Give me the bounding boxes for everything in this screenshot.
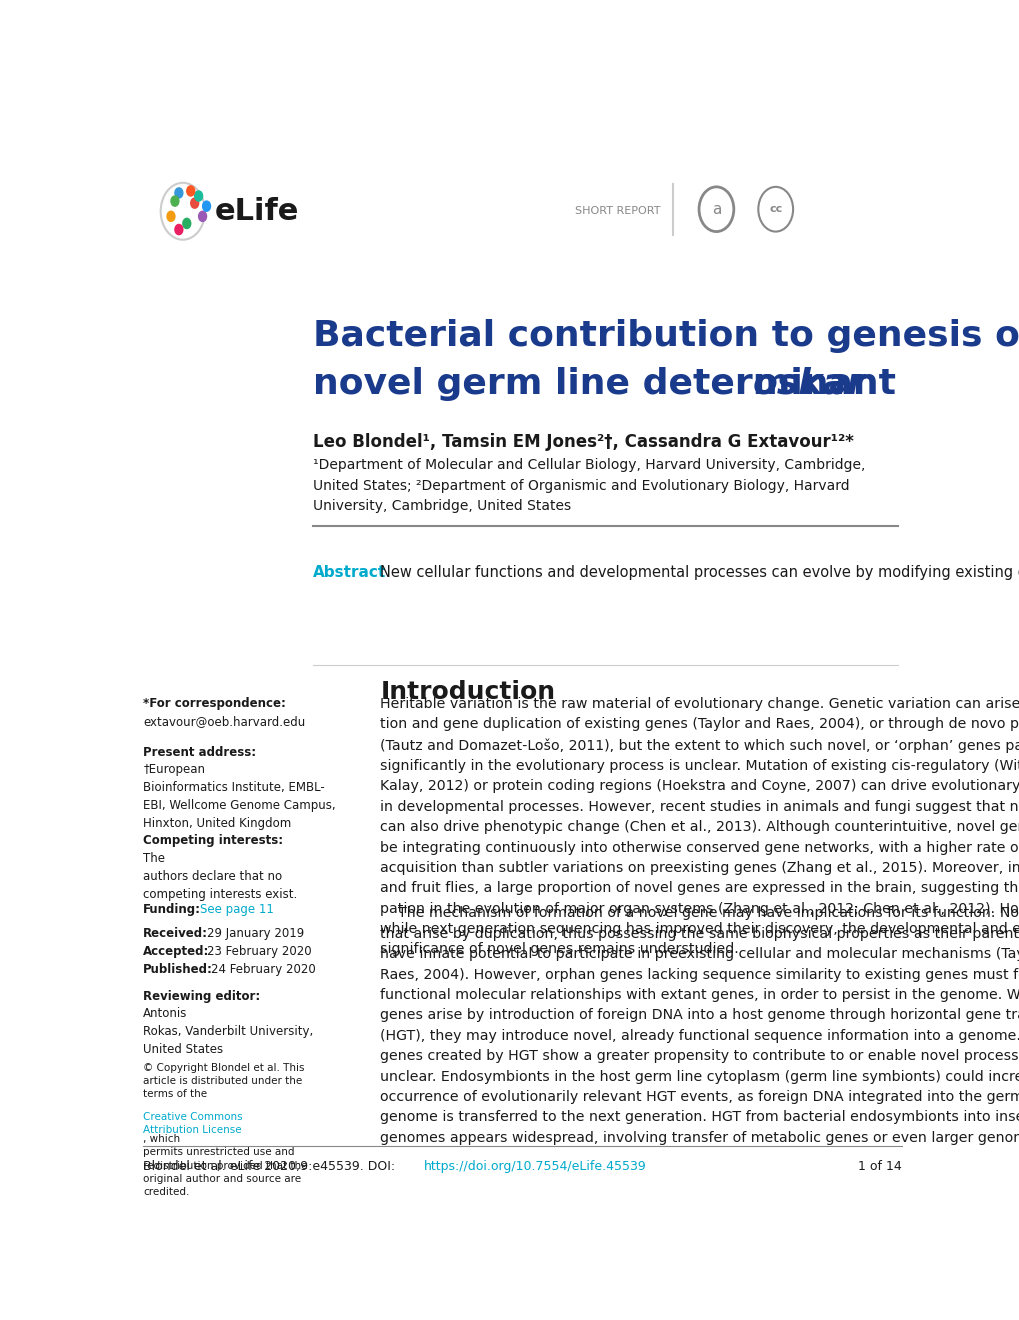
Text: Funding:: Funding: <box>143 903 201 916</box>
Text: eLife: eLife <box>214 197 299 226</box>
Text: Present address:: Present address: <box>143 746 256 759</box>
Text: Leo Blondel¹, Tamsin EM Jones²†, Cassandra G Extavour¹²*: Leo Blondel¹, Tamsin EM Jones²†, Cassand… <box>313 433 853 451</box>
Text: SHORT REPORT: SHORT REPORT <box>575 206 659 216</box>
Text: © Copyright Blondel et al. This
article is distributed under the
terms of the: © Copyright Blondel et al. This article … <box>143 1063 305 1100</box>
Text: The mechanism of formation of a novel gene may have implications for its functio: The mechanism of formation of a novel ge… <box>380 907 1019 1144</box>
Circle shape <box>195 191 203 201</box>
Text: New cellular functions and developmental processes can evolve by modifying exist: New cellular functions and developmental… <box>380 565 1019 579</box>
Text: Creative Commons
Attribution License: Creative Commons Attribution License <box>143 1111 243 1135</box>
Text: https://doi.org/10.7554/eLife.45539: https://doi.org/10.7554/eLife.45539 <box>424 1159 646 1172</box>
Circle shape <box>182 218 191 228</box>
Text: See page 11: See page 11 <box>200 903 274 916</box>
Circle shape <box>191 198 199 209</box>
Text: Introduction: Introduction <box>380 680 555 704</box>
Circle shape <box>203 201 210 211</box>
Text: Abstract: Abstract <box>313 565 386 579</box>
Text: The
authors declare that no
competing interests exist.: The authors declare that no competing in… <box>143 851 298 900</box>
Text: ¹Department of Molecular and Cellular Biology, Harvard University, Cambridge,
Un: ¹Department of Molecular and Cellular Bi… <box>313 458 865 513</box>
Text: Received:: Received: <box>143 927 208 940</box>
Text: Accepted:: Accepted: <box>143 945 210 958</box>
Text: novel germ line determinant: novel germ line determinant <box>313 367 908 401</box>
Text: oskar: oskar <box>752 367 864 401</box>
Circle shape <box>171 195 178 206</box>
Text: Bacterial contribution to genesis of the: Bacterial contribution to genesis of the <box>313 319 1019 352</box>
Circle shape <box>199 211 206 222</box>
Text: cc: cc <box>768 205 782 214</box>
Text: †European
Bioinformatics Institute, EMBL-
EBI, Wellcome Genome Campus,
Hinxton, : †European Bioinformatics Institute, EMBL… <box>143 763 335 830</box>
Text: a: a <box>711 202 720 216</box>
Text: Antonis
Rokas, Vanderbilt University,
United States: Antonis Rokas, Vanderbilt University, Un… <box>143 1007 313 1056</box>
Text: *For correspondence:: *For correspondence: <box>143 697 286 710</box>
Text: Competing interests:: Competing interests: <box>143 834 283 847</box>
Circle shape <box>175 187 182 198</box>
Text: 24 February 2020: 24 February 2020 <box>210 964 315 977</box>
Text: 1 of 14: 1 of 14 <box>858 1159 902 1172</box>
Text: 29 January 2019: 29 January 2019 <box>206 927 304 940</box>
Text: 23 February 2020: 23 February 2020 <box>206 945 311 958</box>
Text: , which
permits unrestricted use and
redistribution provided that the
original a: , which permits unrestricted use and red… <box>143 1134 308 1197</box>
Circle shape <box>175 224 182 235</box>
Circle shape <box>167 211 175 222</box>
Text: extavour@oeb.harvard.edu: extavour@oeb.harvard.edu <box>143 715 306 729</box>
Text: Published:: Published: <box>143 964 213 977</box>
Text: Heritable variation is the raw material of evolutionary change. Genetic variatio: Heritable variation is the raw material … <box>380 697 1019 957</box>
Text: Reviewing editor:: Reviewing editor: <box>143 990 260 1003</box>
Circle shape <box>186 186 195 195</box>
Text: Blondel et al. eLife 2020;9:e45539. DOI:: Blondel et al. eLife 2020;9:e45539. DOI: <box>143 1159 399 1172</box>
